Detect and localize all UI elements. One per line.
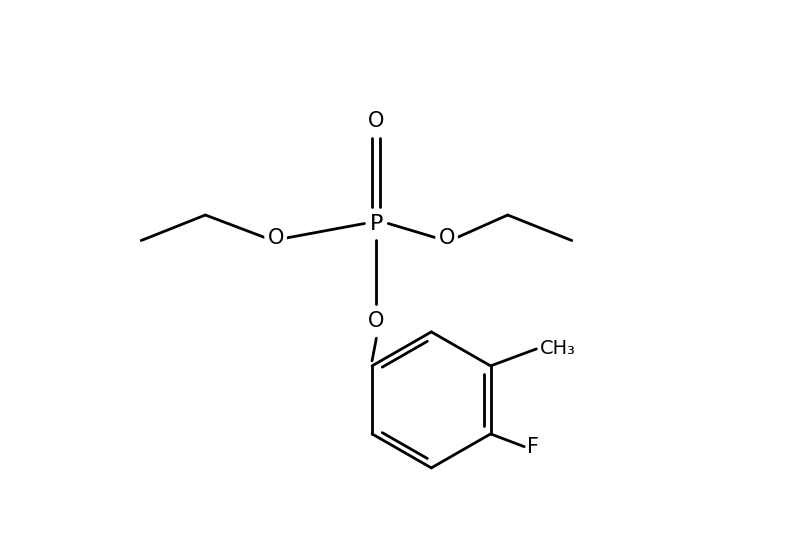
Text: O: O: [368, 311, 385, 331]
Text: CH₃: CH₃: [540, 339, 575, 358]
Text: F: F: [527, 437, 539, 457]
Text: P: P: [370, 214, 383, 233]
Text: O: O: [267, 229, 284, 248]
Text: O: O: [368, 112, 385, 131]
Text: O: O: [438, 229, 455, 248]
